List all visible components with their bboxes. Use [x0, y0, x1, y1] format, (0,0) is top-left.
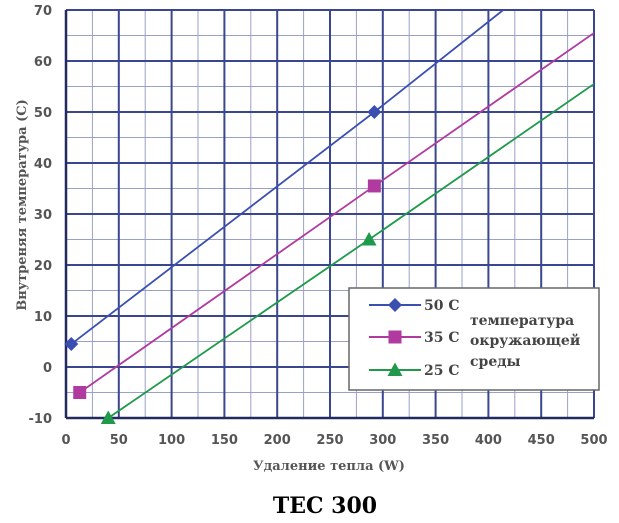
x-tick-label: 200	[264, 433, 291, 448]
x-tick-label: 450	[528, 433, 555, 448]
y-tick-label: -10	[29, 412, 53, 427]
y-tick-label: 20	[34, 259, 52, 274]
legend-note-line-1: температура	[470, 313, 574, 329]
data-point-50-c	[64, 337, 79, 352]
legend-marker-50-c	[388, 298, 402, 312]
legend-entry-35-c: 35 C	[369, 330, 460, 346]
data-point-25-c	[100, 410, 116, 424]
legend: 50 C 35 C 25 C температура окружающей сред…	[348, 287, 600, 391]
x-tick-label: 0	[61, 433, 70, 448]
y-tick-label: 30	[34, 208, 52, 223]
data-point-50-c	[367, 105, 382, 119]
x-tick-label: 250	[316, 433, 343, 448]
series-layer	[64, 10, 594, 424]
legend-note-line-2: окружающей	[470, 332, 580, 349]
legend-label-25-c: 25 C	[424, 363, 460, 379]
legend-entry-50-c: 50 C	[369, 298, 460, 314]
y-axis-title: Внутреняя температура (C)	[15, 99, 30, 310]
series-25-c	[100, 83, 594, 424]
y-tick-label: 0	[43, 361, 52, 376]
x-tick-label: 350	[422, 433, 449, 448]
legend-marker-35-c	[388, 330, 402, 344]
series-50-c	[64, 10, 504, 352]
x-tick-label: 100	[158, 433, 185, 448]
tick-labels: 0 50 100 150 200 250 300 350 400 450 500 -10 0 10 20 30…	[29, 4, 608, 448]
y-tick-label: 40	[34, 157, 52, 172]
x-tick-label: 150	[211, 433, 238, 448]
series-35-c	[73, 32, 594, 399]
y-tick-label: 50	[34, 106, 52, 121]
legend-label-50-c: 50 C	[424, 298, 460, 314]
chart-title: TEC 300	[273, 493, 377, 519]
data-point-35-c	[367, 179, 381, 193]
legend-note-line-3: среды	[470, 354, 521, 370]
x-tick-label: 400	[475, 433, 502, 448]
x-axis-title: Удаление тепла (W)	[253, 459, 405, 474]
y-tick-label: 60	[34, 55, 52, 70]
data-point-25-c	[361, 232, 377, 246]
y-tick-label: 70	[34, 4, 52, 19]
x-tick-label: 50	[110, 433, 128, 448]
legend-marker-25-c	[387, 362, 403, 376]
y-tick-label: 10	[34, 310, 52, 325]
data-point-35-c	[73, 386, 87, 399]
legend-label-35-c: 35 C	[424, 330, 460, 346]
legend-entry-25-c: 25 C	[369, 362, 460, 379]
x-tick-label: 500	[580, 433, 607, 448]
plot-frame	[64, 10, 594, 420]
x-tick-label: 300	[369, 433, 396, 448]
